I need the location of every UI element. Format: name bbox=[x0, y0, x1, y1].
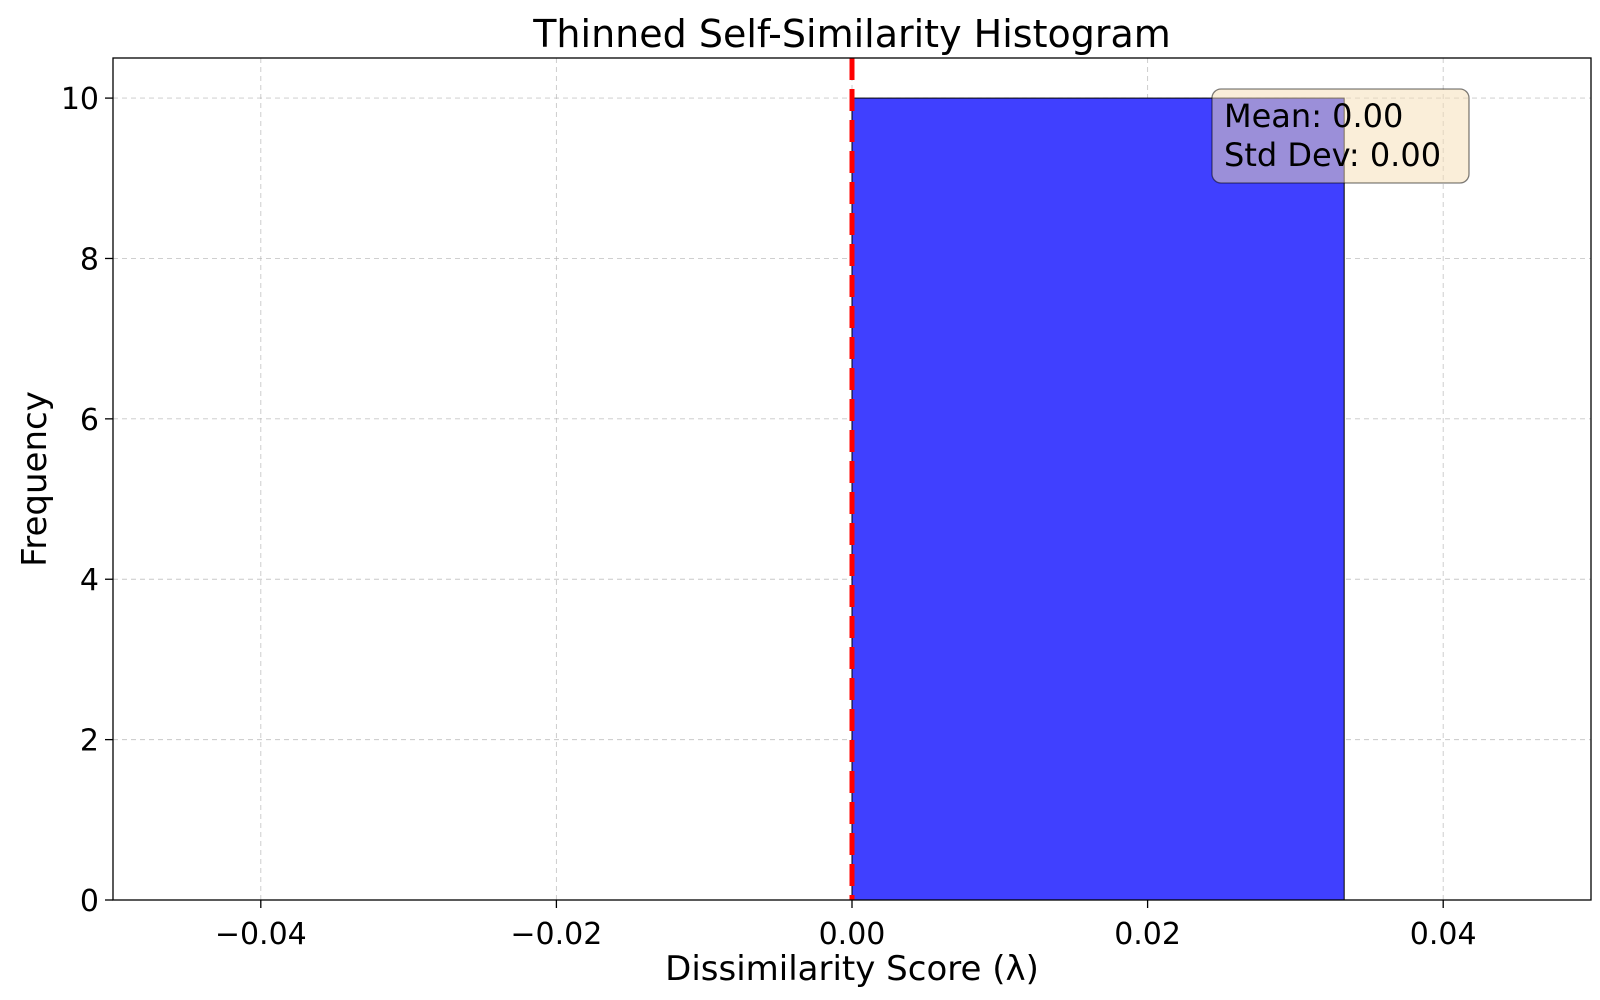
stats-std-text: Std Dev: 0.00 bbox=[1224, 136, 1441, 174]
y-axis-ticks: 0 2 4 6 8 10 bbox=[61, 82, 113, 919]
x-tick-label: 0.00 bbox=[819, 917, 886, 952]
x-axis-ticks: −0.04 −0.02 0.00 0.02 0.04 bbox=[215, 900, 1477, 952]
y-tick-label: 10 bbox=[61, 82, 99, 117]
y-tick-label: 8 bbox=[80, 242, 99, 277]
x-tick-label: −0.04 bbox=[215, 917, 307, 952]
x-tick-label: 0.02 bbox=[1114, 917, 1181, 952]
y-tick-label: 0 bbox=[80, 884, 99, 919]
histogram-bars bbox=[851, 97, 1345, 901]
x-tick-label: 0.04 bbox=[1410, 917, 1477, 952]
y-tick-label: 6 bbox=[80, 403, 99, 438]
y-tick-label: 2 bbox=[80, 724, 99, 759]
y-axis-title: Frequency bbox=[15, 391, 55, 567]
stats-mean-text: Mean: 0.00 bbox=[1224, 97, 1403, 135]
histogram-bar bbox=[851, 97, 1345, 901]
stats-box-background bbox=[1211, 88, 1470, 184]
y-tick-label: 4 bbox=[80, 563, 99, 598]
stats-box: Mean: 0.00 Std Dev: 0.00 bbox=[1211, 88, 1470, 184]
x-tick-label: −0.02 bbox=[510, 917, 602, 952]
x-axis-title: Dissimilarity Score (λ) bbox=[665, 949, 1039, 989]
chart-title: Thinned Self-Similarity Histogram bbox=[532, 12, 1171, 56]
